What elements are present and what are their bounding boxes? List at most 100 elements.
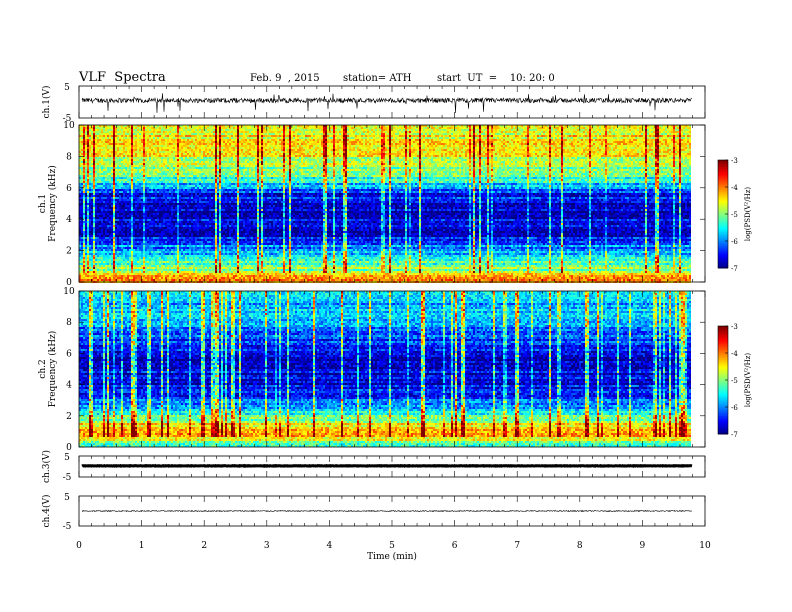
heatmap-cell [113,127,115,129]
heatmap-cell [87,205,89,207]
heatmap-cell [109,173,111,175]
heatmap-cell [105,149,107,151]
heatmap-cell [115,155,117,157]
heatmap-cell [91,199,93,201]
heatmap-cell [131,257,133,259]
heatmap-cell [129,211,131,213]
heatmap-cell [89,177,91,179]
heatmap-cell [107,203,109,205]
heatmap-cell [125,215,127,217]
heatmap-cell [85,211,87,213]
heatmap-cell [113,231,115,233]
heatmap-cell [121,273,123,275]
heatmap-cell [123,213,125,215]
heatmap-cell [125,211,127,213]
heatmap-cell [81,255,83,257]
heatmap-cell [109,277,111,279]
heatmap-cell [87,217,89,219]
heatmap-cell [89,167,91,169]
heatmap-cell [121,189,123,191]
heatmap-cell [133,185,135,187]
heatmap-cell [127,261,129,263]
heatmap-cell [89,169,91,171]
heatmap-cell [97,177,99,179]
heatmap-cell [117,231,119,233]
heatmap-cell [133,175,135,177]
heatmap-cell [89,179,91,181]
heatmap-cell [135,259,137,261]
heatmap-cell [113,177,115,179]
heatmap-cell [131,277,133,279]
heatmap-cell [99,173,101,175]
heatmap-cell [133,195,135,197]
heatmap-cell [123,223,125,225]
heatmap-cell [93,203,95,205]
heatmap-cell [87,223,89,225]
heatmap-cell [135,153,137,155]
heatmap-cell [141,249,143,251]
heatmap-cell [141,271,143,273]
heatmap-cell [137,239,139,241]
heatmap-cell [89,203,91,205]
heatmap-cell [103,193,105,195]
heatmap-cell [115,133,117,135]
heatmap-cell [137,173,139,175]
heatmap-cell [93,199,95,201]
heatmap-cell [129,249,131,251]
heatmap-cell [137,275,139,277]
heatmap-cell [115,163,117,165]
heatmap-cell [127,191,129,193]
heatmap-cell [131,201,133,203]
heatmap-cell [117,159,119,161]
heatmap-cell [107,145,109,147]
heatmap-cell [127,133,129,135]
heatmap-cell [121,209,123,211]
heatmap-cell [91,273,93,275]
heatmap-cell [115,273,117,275]
heatmap-cell [129,243,131,245]
heatmap-cell [135,209,137,211]
heatmap-cell [99,137,101,139]
heatmap-cell [107,201,109,203]
heatmap-cell [143,155,145,157]
heatmap-cell [133,145,135,147]
heatmap-cell [129,177,131,179]
heatmap-cell [111,163,113,165]
heatmap-cell [123,255,125,257]
heatmap-cell [125,161,127,163]
heatmap-cell [99,161,101,163]
heatmap-cell [97,213,99,215]
heatmap-cell [81,151,83,153]
heatmap-cell [131,231,133,233]
heatmap-cell [97,133,99,135]
heatmap-cell [87,209,89,211]
heatmap-cell [131,245,133,247]
heatmap-cell [135,181,137,183]
heatmap-cell [131,221,133,223]
heatmap-cell [133,215,135,217]
heatmap-cell [111,127,113,129]
heatmap-cell [121,173,123,175]
heatmap-cell [109,217,111,219]
heatmap-cell [133,265,135,267]
heatmap-cell [107,279,109,281]
heatmap-cell [89,227,91,229]
heatmap-cell [117,179,119,181]
heatmap-cell [99,227,101,229]
heatmap-cell [83,261,85,263]
heatmap-cell [85,185,87,187]
heatmap-cell [131,213,133,215]
heatmap-cell [115,139,117,141]
heatmap-cell [103,133,105,135]
heatmap-cell [141,169,143,171]
heatmap-cell [125,207,127,209]
heatmap-cell [125,201,127,203]
heatmap-cell [133,223,135,225]
heatmap-cell [81,165,83,167]
heatmap-cell [87,211,89,213]
heatmap-cell [113,217,115,219]
heatmap-cell [97,189,99,191]
heatmap-cell [93,197,95,199]
heatmap-cell [107,187,109,189]
heatmap-cell [93,139,95,141]
